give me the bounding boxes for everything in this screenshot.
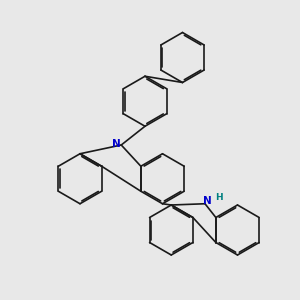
Text: N: N: [112, 139, 121, 149]
Text: N: N: [203, 196, 212, 206]
Text: H: H: [215, 193, 223, 202]
